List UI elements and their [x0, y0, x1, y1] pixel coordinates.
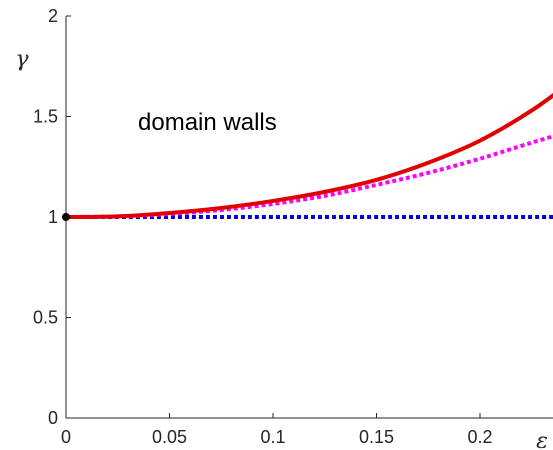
- series-line-1: [65, 134, 553, 219]
- x-axis-label: ε: [536, 429, 548, 450]
- y-tick-label: 0.5: [33, 308, 58, 328]
- series-line-0: [65, 93, 553, 219]
- y-tick-label: 0: [48, 408, 58, 428]
- x-tick-label: 0.05: [152, 427, 187, 447]
- points-layer: [62, 213, 70, 221]
- data-point: [62, 213, 70, 221]
- y-tick-label: 1.5: [33, 107, 58, 127]
- ticks-layer: 0 0.05 0.1 0.15 0.2 0 0.5 1 1.5 2: [33, 6, 493, 447]
- y-axis-label: γ: [15, 47, 29, 72]
- y-tick-label: 1: [48, 207, 58, 227]
- series-layer: [65, 93, 553, 220]
- x-tick-label: 0.1: [260, 427, 285, 447]
- x-tick-label: 0.15: [359, 427, 394, 447]
- y-tick-label: 2: [48, 6, 58, 26]
- x-tick-label: 0.2: [467, 427, 492, 447]
- chart-annotation: domain walls: [138, 109, 277, 136]
- x-tick-label: 0: [61, 427, 71, 447]
